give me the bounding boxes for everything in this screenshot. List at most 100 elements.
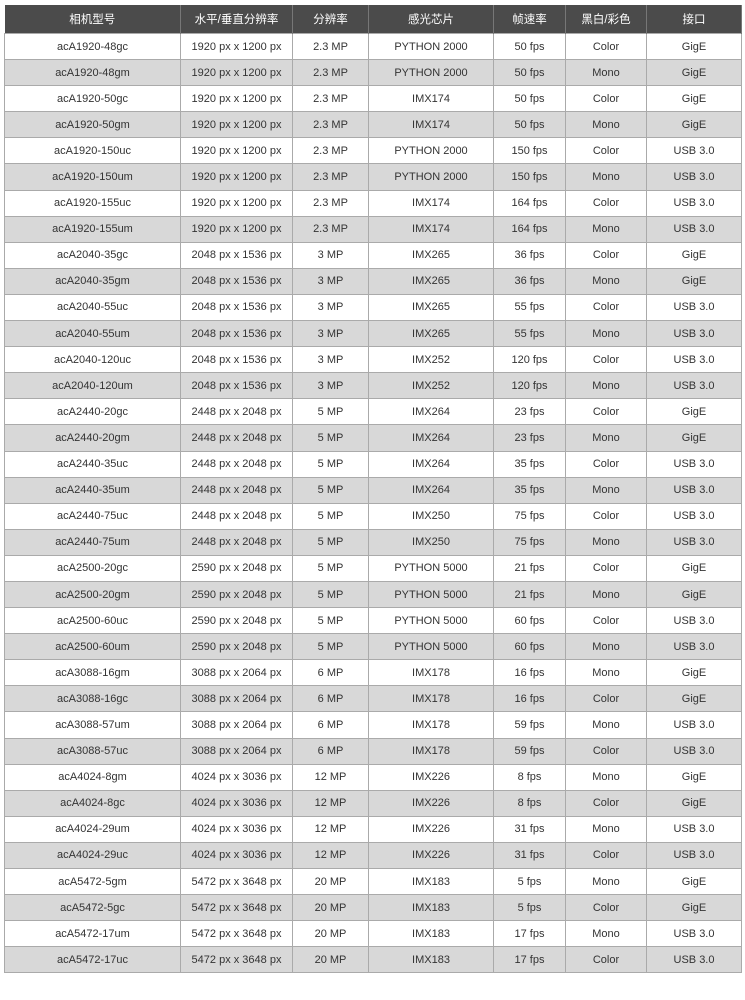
table-row: acA2500-60um 2590 px x 2048 px 5 MP PYTHON … (4, 633, 742, 661)
cell-model: acA2500-20gm (4, 580, 181, 609)
cell-resolution-px: 2590 px x 2048 px (180, 554, 293, 582)
cell-interface: GigE (646, 894, 742, 922)
cell-resolution-mp: 12 MP (292, 763, 369, 791)
cell-interface: GigE (646, 267, 742, 295)
cell-frame-rate: 50 fps (493, 32, 566, 61)
cell-sensor: IMX174 (368, 215, 494, 243)
header-frame-rate: 帧速率 (493, 5, 566, 34)
cell-model: acA1920-155um (4, 215, 181, 243)
cell-interface: USB 3.0 (646, 815, 742, 843)
cell-frame-rate: 16 fps (493, 685, 566, 713)
cell-model: acA2440-35uc (4, 450, 181, 478)
cell-sensor: IMX265 (368, 241, 494, 269)
cell-interface: USB 3.0 (646, 163, 742, 191)
cell-resolution-px: 3088 px x 2064 px (180, 685, 293, 713)
cell-resolution-px: 2448 px x 2048 px (180, 398, 293, 426)
cell-sensor: PYTHON 2000 (368, 163, 494, 191)
cell-resolution-mp: 3 MP (292, 320, 369, 348)
table-row: acA2040-120um 2048 px x 1536 px 3 MP IMX252… (4, 372, 742, 400)
cell-mono-color: Color (565, 137, 647, 165)
cell-resolution-px: 5472 px x 3648 px (180, 946, 293, 974)
cell-mono-color: Mono (565, 320, 647, 348)
cell-model: acA1920-150um (4, 163, 181, 191)
cell-mono-color: Color (565, 607, 647, 635)
cell-frame-rate: 59 fps (493, 711, 566, 739)
table-row: acA5472-17uc 5472 px x 3648 px 20 MP IMX183… (4, 946, 742, 974)
cell-sensor: PYTHON 5000 (368, 607, 494, 635)
cell-model: acA1920-50gm (4, 111, 181, 139)
cell-mono-color: Color (565, 398, 647, 426)
cell-frame-rate: 120 fps (493, 372, 566, 400)
header-mono-color: 黑白/彩色 (565, 5, 647, 34)
cell-frame-rate: 36 fps (493, 241, 566, 269)
cell-sensor: IMX183 (368, 946, 494, 974)
cell-resolution-mp: 20 MP (292, 920, 369, 948)
cell-resolution-mp: 2.3 MP (292, 32, 369, 61)
cell-model: acA3088-16gm (4, 659, 181, 687)
table-row: acA5472-5gc 5472 px x 3648 px 20 MP IMX183 5… (4, 894, 742, 922)
cell-model: acA3088-16gc (4, 685, 181, 713)
table-row: acA4024-29um 4024 px x 3036 px 12 MP IMX226… (4, 815, 742, 843)
cell-resolution-mp: 5 MP (292, 580, 369, 609)
cell-resolution-px: 1920 px x 1200 px (180, 137, 293, 165)
cell-mono-color: Color (565, 85, 647, 113)
cell-frame-rate: 8 fps (493, 789, 566, 817)
cell-resolution-px: 2448 px x 2048 px (180, 424, 293, 452)
cell-sensor: IMX264 (368, 450, 494, 478)
cell-frame-rate: 31 fps (493, 841, 566, 870)
cell-resolution-mp: 6 MP (292, 659, 369, 687)
cell-resolution-mp: 6 MP (292, 737, 369, 765)
cell-resolution-px: 1920 px x 1200 px (180, 215, 293, 243)
cell-mono-color: Mono (565, 580, 647, 609)
header-interface: 接口 (646, 5, 742, 34)
camera-spec-table: 相机型号 水平/垂直分辨率 分辨率 感光芯片 帧速率 黑白/彩色 接口 acA1… (4, 5, 742, 974)
cell-frame-rate: 60 fps (493, 633, 566, 661)
cell-frame-rate: 120 fps (493, 346, 566, 374)
cell-mono-color: Color (565, 502, 647, 530)
cell-mono-color: Mono (565, 59, 647, 87)
table-row: acA2040-35gc 2048 px x 1536 px 3 MP IMX265 3… (4, 241, 742, 269)
cell-frame-rate: 17 fps (493, 920, 566, 948)
cell-sensor: IMX178 (368, 659, 494, 687)
cell-model: acA1920-48gm (4, 59, 181, 87)
cell-interface: USB 3.0 (646, 607, 742, 635)
cell-sensor: PYTHON 2000 (368, 32, 494, 61)
cell-resolution-mp: 3 MP (292, 293, 369, 322)
cell-sensor: IMX226 (368, 789, 494, 817)
cell-resolution-px: 1920 px x 1200 px (180, 85, 293, 113)
cell-model: acA3088-57um (4, 711, 181, 739)
cell-resolution-mp: 5 MP (292, 607, 369, 635)
cell-sensor: IMX265 (368, 267, 494, 295)
table-row: acA2500-20gm 2590 px x 2048 px 5 MP PYTHON … (4, 580, 742, 609)
cell-sensor: IMX250 (368, 502, 494, 530)
cell-frame-rate: 35 fps (493, 450, 566, 478)
cell-model: acA1920-50gc (4, 85, 181, 113)
cell-resolution-mp: 6 MP (292, 711, 369, 739)
cell-interface: GigE (646, 59, 742, 87)
cell-interface: USB 3.0 (646, 137, 742, 165)
cell-sensor: IMX178 (368, 685, 494, 713)
cell-interface: USB 3.0 (646, 920, 742, 948)
table-row: acA4024-8gm 4024 px x 3036 px 12 MP IMX226 8… (4, 763, 742, 791)
cell-sensor: IMX226 (368, 763, 494, 791)
cell-interface: USB 3.0 (646, 633, 742, 661)
cell-interface: GigE (646, 789, 742, 817)
cell-frame-rate: 35 fps (493, 476, 566, 504)
table-row: acA4024-8gc 4024 px x 3036 px 12 MP IMX226 8… (4, 789, 742, 817)
cell-mono-color: Mono (565, 111, 647, 139)
cell-model: acA5472-17uc (4, 946, 181, 974)
table-row: acA3088-16gc 3088 px x 2064 px 6 MP IMX178 1… (4, 685, 742, 713)
cell-resolution-mp: 2.3 MP (292, 163, 369, 191)
cell-mono-color: Color (565, 737, 647, 765)
table-row: acA2440-75um 2448 px x 2048 px 5 MP IMX250 7… (4, 528, 742, 556)
cell-mono-color: Color (565, 32, 647, 61)
cell-resolution-mp: 2.3 MP (292, 111, 369, 139)
cell-interface: USB 3.0 (646, 346, 742, 374)
cell-model: acA2500-60uc (4, 607, 181, 635)
cell-resolution-mp: 5 MP (292, 476, 369, 504)
header-resolution-mp: 分辨率 (292, 5, 369, 34)
cell-model: acA2500-60um (4, 633, 181, 661)
cell-frame-rate: 60 fps (493, 607, 566, 635)
cell-mono-color: Mono (565, 659, 647, 687)
cell-model: acA3088-57uc (4, 737, 181, 765)
